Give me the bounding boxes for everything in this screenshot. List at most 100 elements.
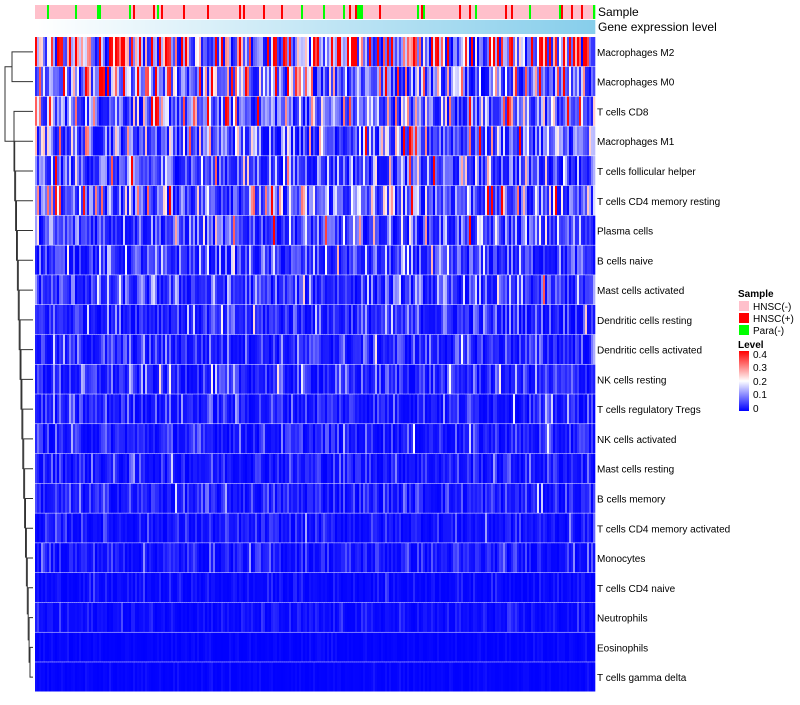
heatmap-cell [505, 66, 508, 97]
gene-expression-annotation-cell [87, 20, 90, 34]
heatmap-cell [377, 215, 380, 245]
heatmap-cell [393, 304, 396, 335]
heatmap-cell [127, 215, 130, 245]
heatmap-cell [319, 37, 322, 67]
gene-expression-annotation-cell [127, 20, 130, 34]
heatmap-cell [405, 215, 408, 245]
heatmap-cell [517, 66, 520, 97]
heatmap-cell [461, 66, 464, 97]
heatmap-cell [521, 215, 524, 245]
heatmap-cell [339, 215, 342, 245]
heatmap-cell [319, 66, 322, 97]
heatmap-cell [459, 37, 462, 67]
heatmap-cell [475, 96, 478, 126]
heatmap-cell [457, 37, 460, 67]
heatmap-cell [515, 96, 518, 126]
heatmap-cell [303, 483, 306, 513]
sample-annotation-cell [247, 5, 250, 19]
heatmap-cell [61, 334, 64, 364]
heatmap-cell [537, 37, 540, 67]
heatmap-cell [451, 304, 454, 335]
heatmap-cell [429, 245, 432, 275]
heatmap-cell [539, 96, 542, 126]
heatmap-cell [307, 424, 310, 454]
heatmap-cell [299, 364, 302, 394]
heatmap-cell [173, 275, 176, 305]
heatmap-cell [251, 126, 254, 156]
heatmap-cell [211, 453, 214, 484]
heatmap-cell [431, 66, 434, 97]
heatmap-cell [163, 156, 166, 186]
heatmap-cell [225, 483, 228, 513]
gene-expression-annotation-cell [223, 20, 226, 34]
heatmap-cell [245, 334, 248, 364]
heatmap-cell [217, 66, 220, 97]
heatmap-cell [421, 37, 424, 67]
heatmap-cell [367, 156, 370, 186]
heatmap-cell [151, 483, 154, 513]
heatmap-cell [409, 66, 412, 97]
heatmap-cell [495, 37, 498, 67]
heatmap-cell [155, 96, 158, 126]
sample-annotation-cell [357, 5, 360, 19]
heatmap-cell [431, 96, 434, 126]
heatmap-cell [149, 304, 152, 335]
heatmap-cell [121, 126, 124, 156]
heatmap-cell [593, 156, 596, 186]
heatmap-cell [37, 96, 40, 126]
heatmap-cell [275, 453, 278, 484]
heatmap-cell [185, 215, 188, 245]
heatmap-cell [315, 483, 318, 513]
heatmap-cell [145, 156, 148, 186]
heatmap-cell [345, 483, 348, 513]
heatmap-cell [413, 275, 416, 305]
heatmap-cell [437, 394, 440, 424]
heatmap-cell [267, 394, 270, 424]
heatmap-cell [45, 394, 48, 424]
heatmap-cell [267, 37, 270, 67]
sample-annotation-cell [521, 5, 524, 19]
heatmap-cell [121, 156, 124, 186]
heatmap-cell [39, 185, 42, 216]
heatmap-cell [203, 185, 206, 216]
heatmap-cell [239, 185, 242, 216]
heatmap-cell [123, 96, 126, 126]
heatmap-cell [53, 334, 56, 364]
heatmap-cell [287, 215, 290, 245]
heatmap-cell [331, 37, 334, 67]
heatmap-cell [487, 453, 490, 484]
heatmap-cell [283, 66, 286, 97]
heatmap-cell [493, 185, 496, 216]
heatmap-cell [531, 245, 534, 275]
heatmap-cell [81, 37, 84, 67]
heatmap-cell [317, 215, 320, 245]
heatmap-cell [151, 275, 154, 305]
heatmap-cell [79, 37, 82, 67]
heatmap-cell [387, 334, 390, 364]
heatmap-cell [587, 424, 590, 454]
gene-expression-annotation-cell [229, 20, 232, 34]
sample-annotation-cell [41, 5, 44, 19]
heatmap-cell [413, 424, 416, 454]
heatmap-cell [173, 453, 176, 484]
heatmap-cell [587, 275, 590, 305]
heatmap-cell [191, 37, 194, 67]
heatmap-cell [349, 275, 352, 305]
heatmap-cell [73, 215, 76, 245]
heatmap-cell [401, 483, 404, 513]
sample-annotation-cell [541, 5, 544, 19]
heatmap-cell [395, 394, 398, 424]
heatmap-cell [463, 275, 466, 305]
heatmap-cell [99, 66, 102, 97]
heatmap-cell [181, 394, 184, 424]
sample-annotation-cell [565, 5, 568, 19]
heatmap-cell [85, 453, 88, 484]
heatmap-cell [501, 364, 504, 394]
heatmap-cell [375, 483, 378, 513]
heatmap-cell [327, 394, 330, 424]
heatmap-row [35, 424, 596, 454]
heatmap-cell [315, 394, 318, 424]
heatmap-cell [519, 37, 522, 67]
heatmap-cell [543, 364, 546, 394]
heatmap-cell [449, 275, 452, 305]
